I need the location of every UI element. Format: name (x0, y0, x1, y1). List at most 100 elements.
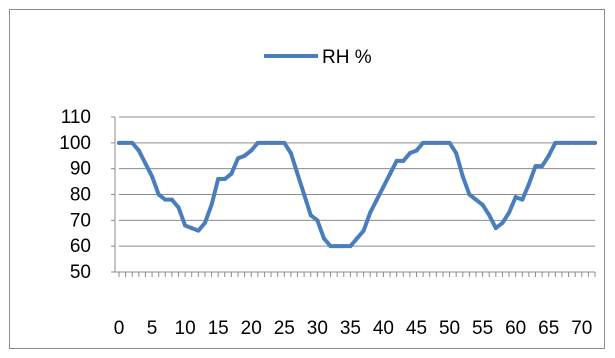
data-point (295, 171, 300, 176)
x-tick-label-25: 25 (274, 318, 295, 339)
data-point (335, 244, 340, 249)
data-point (222, 177, 227, 181)
data-point (275, 140, 280, 145)
data-point (500, 220, 505, 225)
data-point (249, 148, 254, 153)
x-tick-label-45: 45 (406, 318, 427, 339)
data-point (361, 228, 366, 233)
data-point (513, 195, 518, 200)
y-tick-label-70: 70 (70, 210, 91, 231)
x-tick-label-50: 50 (439, 318, 460, 339)
data-point (202, 220, 207, 225)
data-point (480, 202, 485, 207)
x-tick-label-0: 0 (114, 318, 125, 339)
data-point (308, 213, 313, 218)
data-point (163, 197, 168, 202)
data-point (586, 140, 591, 145)
data-point (593, 140, 597, 145)
data-point (407, 151, 412, 156)
data-point (414, 148, 419, 153)
x-tick-label-70: 70 (571, 318, 592, 339)
data-point (123, 140, 128, 145)
y-tick-label-100: 100 (59, 133, 91, 154)
data-point (236, 156, 240, 161)
data-point (447, 140, 452, 145)
data-point (136, 148, 141, 153)
data-point (374, 197, 379, 202)
data-point (388, 171, 393, 176)
data-point (566, 140, 571, 145)
data-point (282, 140, 287, 145)
data-point (381, 184, 386, 189)
data-point (526, 182, 531, 187)
x-tick-label-20: 20 (241, 318, 262, 339)
data-point (394, 158, 399, 163)
data-point (559, 140, 564, 145)
data-point (169, 197, 174, 202)
data-point (143, 161, 148, 166)
data-point (242, 153, 247, 158)
y-tick-label-80: 80 (70, 185, 91, 206)
data-point (533, 164, 538, 169)
data-point (348, 244, 353, 249)
data-point (302, 192, 307, 197)
x-tick-label-15: 15 (208, 318, 229, 339)
data-point (454, 151, 459, 156)
x-tick-label-5: 5 (147, 318, 158, 339)
data-point (288, 151, 293, 156)
x-tick-label-55: 55 (472, 318, 493, 339)
data-point (321, 236, 326, 241)
data-point (540, 164, 545, 169)
data-point (189, 226, 194, 231)
axes: 50 60 70 80 90 100 110 0 5 10 15 20 25 30 35 40 45 50 55 60… (59, 107, 596, 339)
series-layer (117, 140, 597, 249)
x-tick-label-35: 35 (340, 318, 361, 339)
data-point (440, 140, 445, 145)
data-point (156, 192, 161, 197)
y-tick-label-110: 110 (61, 107, 91, 128)
data-point (421, 140, 426, 145)
data-point (467, 192, 472, 197)
gridlines (119, 116, 595, 247)
x-tick-label-40: 40 (373, 318, 394, 339)
legend: RH % (264, 47, 372, 68)
data-point (493, 226, 498, 231)
data-point (229, 171, 234, 176)
data-point (262, 140, 267, 145)
data-point (401, 158, 406, 163)
data-point (269, 140, 274, 145)
data-point (255, 140, 260, 145)
data-point (196, 228, 201, 233)
data-point (487, 213, 492, 218)
legend-label-rh: RH % (322, 47, 372, 68)
data-point (209, 202, 214, 207)
data-point (520, 197, 525, 202)
x-tick-label-65: 65 (538, 318, 559, 339)
y-tick-label-50: 50 (70, 262, 91, 283)
data-point (573, 140, 578, 145)
data-point (427, 140, 432, 145)
data-point (546, 153, 551, 158)
x-tick-label-10: 10 (175, 318, 196, 339)
data-point (315, 218, 320, 223)
x-tick-label-60: 60 (505, 318, 526, 339)
data-point (341, 244, 346, 249)
data-point (355, 236, 359, 241)
data-point (176, 205, 181, 210)
data-point (183, 223, 188, 228)
data-point (434, 140, 439, 145)
data-point (368, 210, 373, 215)
data-point (130, 140, 135, 145)
data-point (117, 140, 121, 145)
chart-frame (9, 9, 605, 349)
data-point (474, 197, 478, 202)
data-point (507, 210, 512, 215)
data-point (216, 177, 221, 181)
data-point (150, 174, 155, 179)
data-point (460, 174, 465, 179)
y-tick-label-90: 90 (70, 159, 91, 180)
data-point (553, 140, 558, 145)
data-point (579, 140, 584, 145)
y-tick-label-60: 60 (70, 236, 91, 257)
